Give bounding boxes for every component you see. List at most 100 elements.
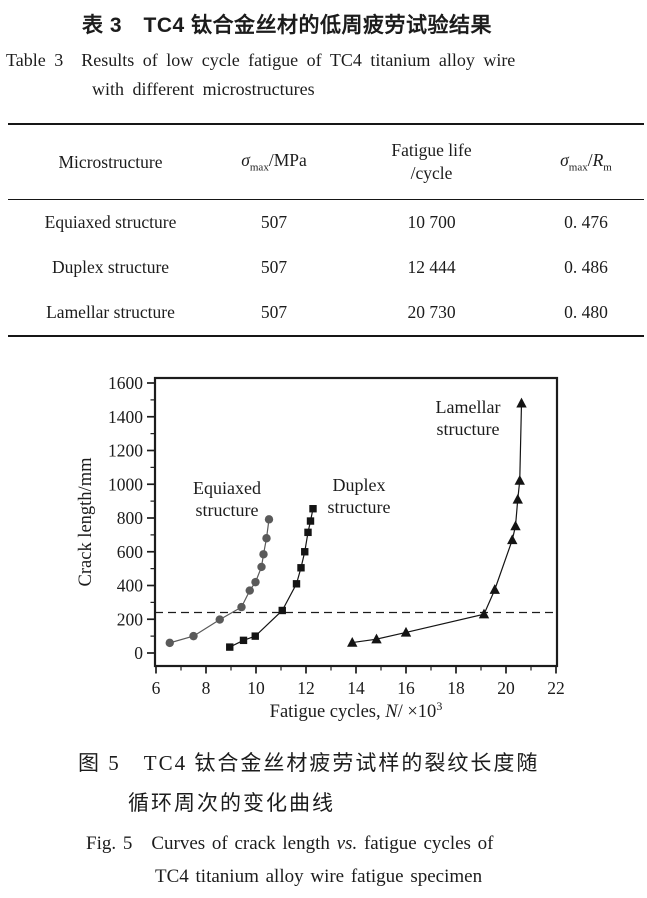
marker-square-duplex — [301, 548, 309, 556]
table-title-en-line2: with different microstructures — [92, 79, 315, 99]
marker-square-duplex — [226, 643, 234, 651]
cell-microstructure: Lamellar structure — [46, 302, 175, 322]
series-annotation-equiaxed: Equiaxed — [193, 478, 261, 498]
caption-suffix: fatigue cycles of — [357, 833, 494, 854]
marker-triangle-lamellar — [516, 397, 527, 408]
figure-caption-cn-line1: 图 5 TC4 钛合金丝材疲劳试样的裂纹长度随 — [78, 751, 540, 775]
fatigue-crack-length-chart: 6 8 10 12 14 16 18 20 22 0 200 400 600 800 1000 1200 140… — [76, 373, 565, 722]
figure-5-chart-area: 6 8 10 12 14 16 18 20 22 0 200 400 600 800 1000 1200 140… — [0, 353, 647, 725]
y-tick-label: 1200 — [108, 441, 143, 461]
x-axis-title: Fatigue cycles, N/ ×103 — [270, 699, 443, 722]
marker-square-duplex — [297, 564, 305, 572]
figure-caption-en-line1: Fig. 5 Curves of crack length vs. fatigu… — [86, 828, 494, 855]
cell-fatigue-life: 10 700 — [407, 212, 456, 232]
marker-circle-equiaxed — [257, 562, 266, 572]
table-header-row: Microstructure σmax/MPa Fatigue life /cy… — [8, 125, 644, 200]
figure-caption-cn-line2: 循环周次的变化曲线 — [128, 791, 335, 815]
series-line-lamellar — [352, 403, 523, 644]
sigma-unit: /MPa — [268, 150, 307, 171]
y-tick-label: 200 — [117, 609, 144, 629]
cell-sigma-ratio: 0. 486 — [564, 257, 608, 277]
y-tick-label: 1600 — [108, 373, 143, 393]
marker-circle-equiaxed — [251, 577, 260, 587]
cell-microstructure: Equiaxed structure — [44, 212, 177, 232]
header-sigma-max: σmax/MPa — [213, 150, 335, 174]
marker-circle-equiaxed — [245, 586, 254, 595]
cell-sigma-ratio: 0. 476 — [564, 212, 608, 232]
y-axis-title: Crack length/mm — [76, 457, 96, 587]
series-annotation-lamellar: Lamellar — [436, 397, 501, 417]
x-tick-label: 8 — [202, 678, 211, 698]
marker-circle-equiaxed — [189, 631, 198, 641]
marker-circle-equiaxed — [264, 515, 274, 524]
cell-microstructure: Duplex structure — [51, 257, 170, 277]
slash: / — [587, 150, 593, 171]
marker-square-duplex — [292, 580, 301, 588]
rm-symbol: R — [592, 150, 604, 171]
marker-triangle-lamellar — [400, 626, 412, 637]
cell-fatigue-life: 20 730 — [407, 302, 456, 322]
x-tick-label: 22 — [547, 678, 565, 698]
marker-square-duplex — [304, 528, 312, 537]
y-tick-label: 1000 — [108, 474, 143, 494]
header-sigma-ratio: σmax/Rm — [528, 150, 644, 174]
x-tick-label: 20 — [497, 678, 515, 698]
header-fatigue-life: Fatigue life /cycle — [335, 139, 528, 185]
marker-square-duplex — [309, 505, 317, 513]
marker-circle-equiaxed — [259, 550, 268, 559]
marker-circle-equiaxed — [165, 638, 174, 648]
cell-sigma-max: 507 — [260, 257, 288, 277]
table-title-cn: 表 3 TC4 钛合金丝材的低周疲劳试验结果 — [82, 14, 493, 37]
series-annotation-duplex: structure — [328, 497, 391, 517]
marker-triangle-lamellar — [514, 474, 525, 485]
x-tick-label: 12 — [297, 678, 315, 698]
y-tick-label: 400 — [117, 576, 144, 596]
y-tick-label: 1400 — [108, 407, 143, 427]
marker-triangle-lamellar — [489, 584, 500, 594]
marker-triangle-lamellar — [371, 633, 382, 644]
sigma-subscript: max — [568, 161, 588, 174]
x-tick-label: 14 — [347, 678, 365, 698]
x-tick-label: 16 — [397, 678, 415, 698]
sigma-symbol: σ — [560, 150, 569, 171]
marker-circle-equiaxed — [237, 602, 246, 612]
marker-square-duplex — [278, 606, 286, 615]
y-tick-label: 600 — [117, 542, 144, 562]
marker-circle-equiaxed — [262, 534, 271, 543]
figure-caption-en-line2: TC4 titanium alloy wire fatigue specimen — [155, 866, 483, 887]
fatigue-life-line2: /cycle — [410, 163, 453, 183]
series-line-duplex — [229, 508, 314, 648]
caption-vs-italic: vs. — [336, 833, 358, 854]
marker-triangle-lamellar — [510, 520, 521, 531]
marker-triangle-lamellar — [512, 493, 523, 504]
table-title-en-line1: Table 3 Results of low cycle fatigue of … — [6, 50, 516, 70]
marker-square-duplex — [251, 632, 259, 640]
sigma-symbol: σ — [241, 150, 250, 171]
marker-circle-equiaxed — [215, 615, 224, 624]
x-tick-label: 18 — [447, 678, 465, 698]
table-row: Duplex structure 507 12 444 0. 486 — [8, 245, 644, 290]
cell-fatigue-life: 12 444 — [407, 257, 456, 277]
cell-sigma-max: 507 — [260, 212, 288, 232]
marker-triangle-lamellar — [507, 534, 518, 545]
sigma-subscript: max — [249, 161, 269, 174]
fatigue-results-table: Microstructure σmax/MPa Fatigue life /cy… — [8, 123, 644, 337]
header-microstructure: Microstructure — [58, 151, 163, 172]
marker-triangle-lamellar — [347, 636, 358, 647]
x-tick-label: 6 — [152, 678, 161, 698]
x-tick-label: 10 — [247, 678, 265, 698]
marker-square-duplex — [239, 636, 248, 645]
y-tick-label: 800 — [117, 508, 144, 528]
y-tick-label: 0 — [134, 643, 143, 663]
series-line-equiaxed — [169, 519, 270, 644]
series-annotation-duplex: Duplex — [333, 475, 386, 495]
marker-triangle-lamellar — [478, 608, 490, 619]
table-row: Lamellar structure 507 20 730 0. 480 — [8, 290, 644, 335]
table-row: Equiaxed structure 507 10 700 0. 476 — [8, 200, 644, 245]
fatigue-life-line1: Fatigue life — [391, 140, 472, 161]
cell-sigma-max: 507 — [260, 302, 288, 322]
series-annotation-lamellar: structure — [437, 419, 500, 439]
series-annotation-equiaxed: structure — [196, 500, 259, 520]
rm-subscript: m — [603, 161, 612, 174]
